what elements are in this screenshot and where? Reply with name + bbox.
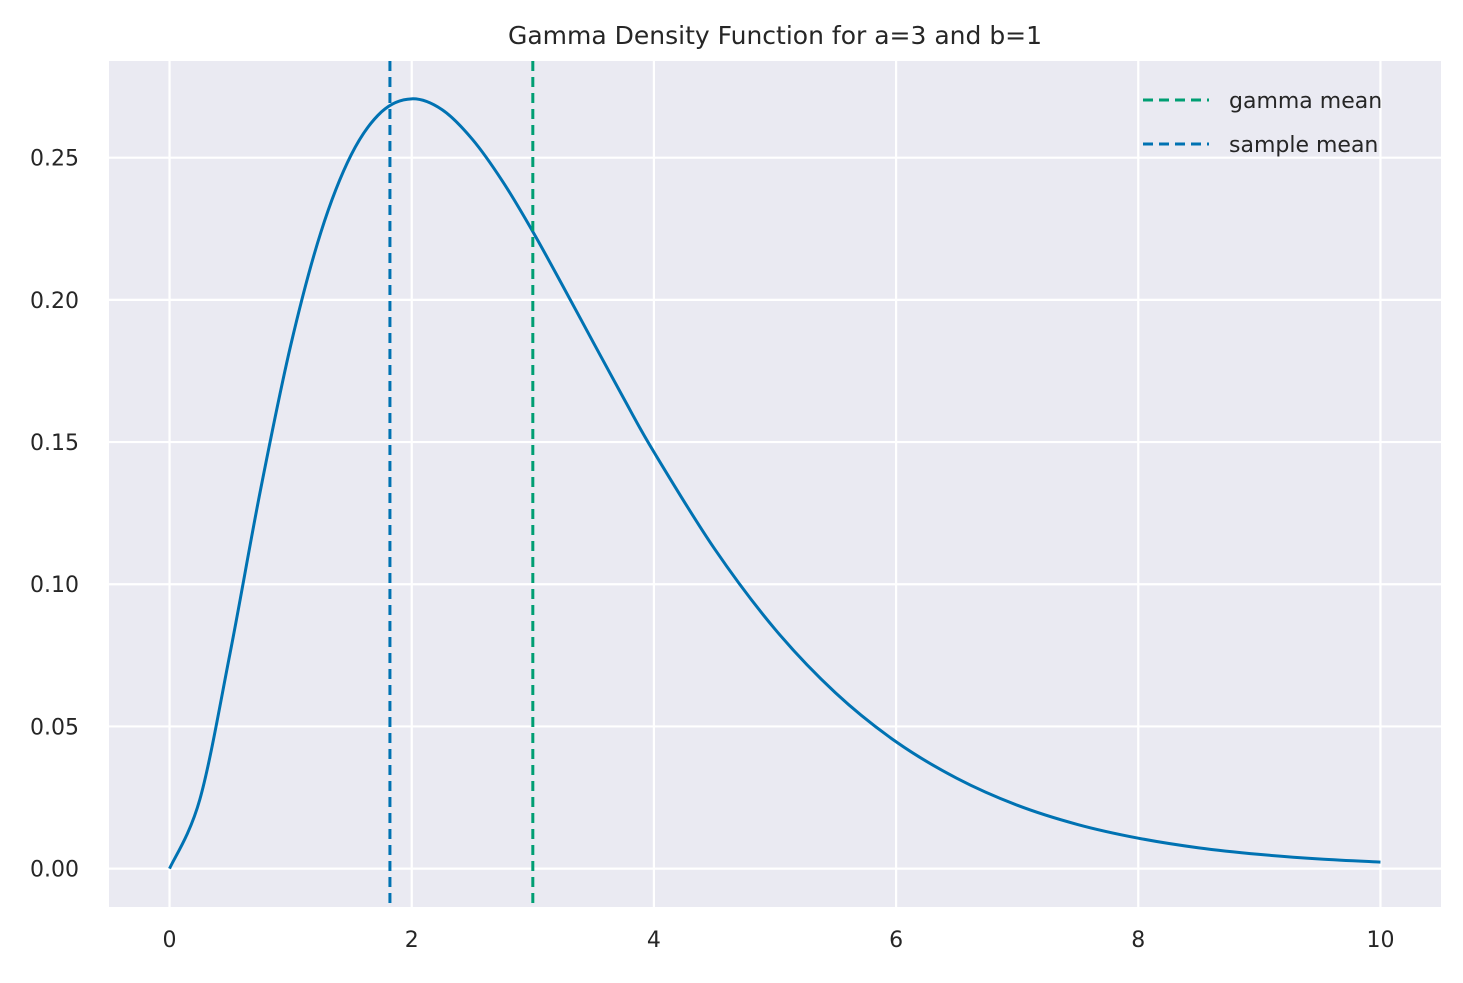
- y-tick-label: 0.20: [30, 289, 79, 314]
- legend-item-gamma-mean: gamma mean: [1143, 89, 1382, 114]
- chart-title: Gamma Density Function for a=3 and b=1: [508, 21, 1042, 50]
- y-tick-label: 0.15: [30, 431, 79, 456]
- y-tick-label: 0.05: [30, 715, 79, 740]
- series-layer: [168, 97, 1381, 870]
- legend-label-sample-mean: sample mean: [1229, 133, 1378, 158]
- y-grid-lines: [109, 156, 1441, 870]
- density-curve: [168, 97, 1381, 870]
- y-tick-label: 0.00: [30, 858, 79, 883]
- vertical-lines-layer: [388, 61, 535, 907]
- x-tick-labels: 0 2 4 6 8 10: [163, 928, 1395, 953]
- legend-label-gamma-mean: gamma mean: [1229, 89, 1382, 114]
- x-tick-label: 10: [1366, 928, 1394, 953]
- y-tick-labels: 0.00 0.05 0.10 0.15 0.20 0.25: [30, 147, 79, 883]
- plot-background: [109, 61, 1441, 907]
- x-tick-label: 6: [889, 928, 903, 953]
- legend: gamma mean sample mean: [1143, 89, 1382, 158]
- legend-item-sample-mean: sample mean: [1143, 133, 1378, 158]
- y-tick-label: 0.25: [30, 147, 79, 172]
- x-tick-label: 2: [405, 928, 419, 953]
- x-grid-lines: [168, 61, 1382, 907]
- x-tick-label: 8: [1131, 928, 1145, 953]
- y-tick-label: 0.10: [30, 573, 79, 598]
- x-tick-label: 0: [163, 928, 177, 953]
- x-tick-label: 4: [647, 928, 661, 953]
